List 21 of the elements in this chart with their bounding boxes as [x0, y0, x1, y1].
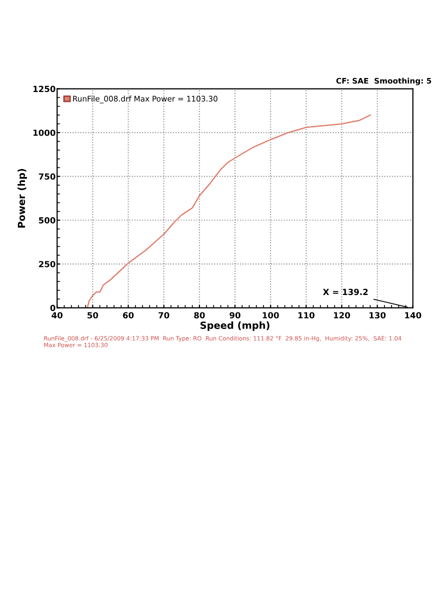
- x-tick-label: 100: [262, 312, 279, 318]
- x-tick-label: 110: [298, 312, 314, 318]
- y-tick-label: 1000: [33, 130, 56, 136]
- x-tick-label: 60: [122, 312, 134, 318]
- line-series: [86, 114, 371, 308]
- y-tick-label: 500: [38, 217, 56, 224]
- x-tick-label: 130: [370, 312, 386, 318]
- x-tick-label: 50: [88, 312, 98, 318]
- y-tick-label: 0: [50, 304, 56, 312]
- x-tick-label: 140: [405, 312, 422, 318]
- y-tick-label: 1250: [33, 86, 56, 92]
- annotation: X = 139.2: [322, 288, 368, 296]
- y-axis-title: Power (hp): [18, 168, 27, 228]
- y-tick-label: 750: [38, 173, 56, 180]
- x-tick-label: 90: [230, 312, 240, 318]
- x-axis-title: Speed (mph): [200, 321, 270, 331]
- x-tick-label: 80: [194, 312, 205, 318]
- x-tick-label: 70: [158, 312, 170, 318]
- y-tick-label: 250: [38, 260, 56, 268]
- x-tick-label: 120: [334, 312, 350, 318]
- x-tick-label: 40: [52, 312, 63, 318]
